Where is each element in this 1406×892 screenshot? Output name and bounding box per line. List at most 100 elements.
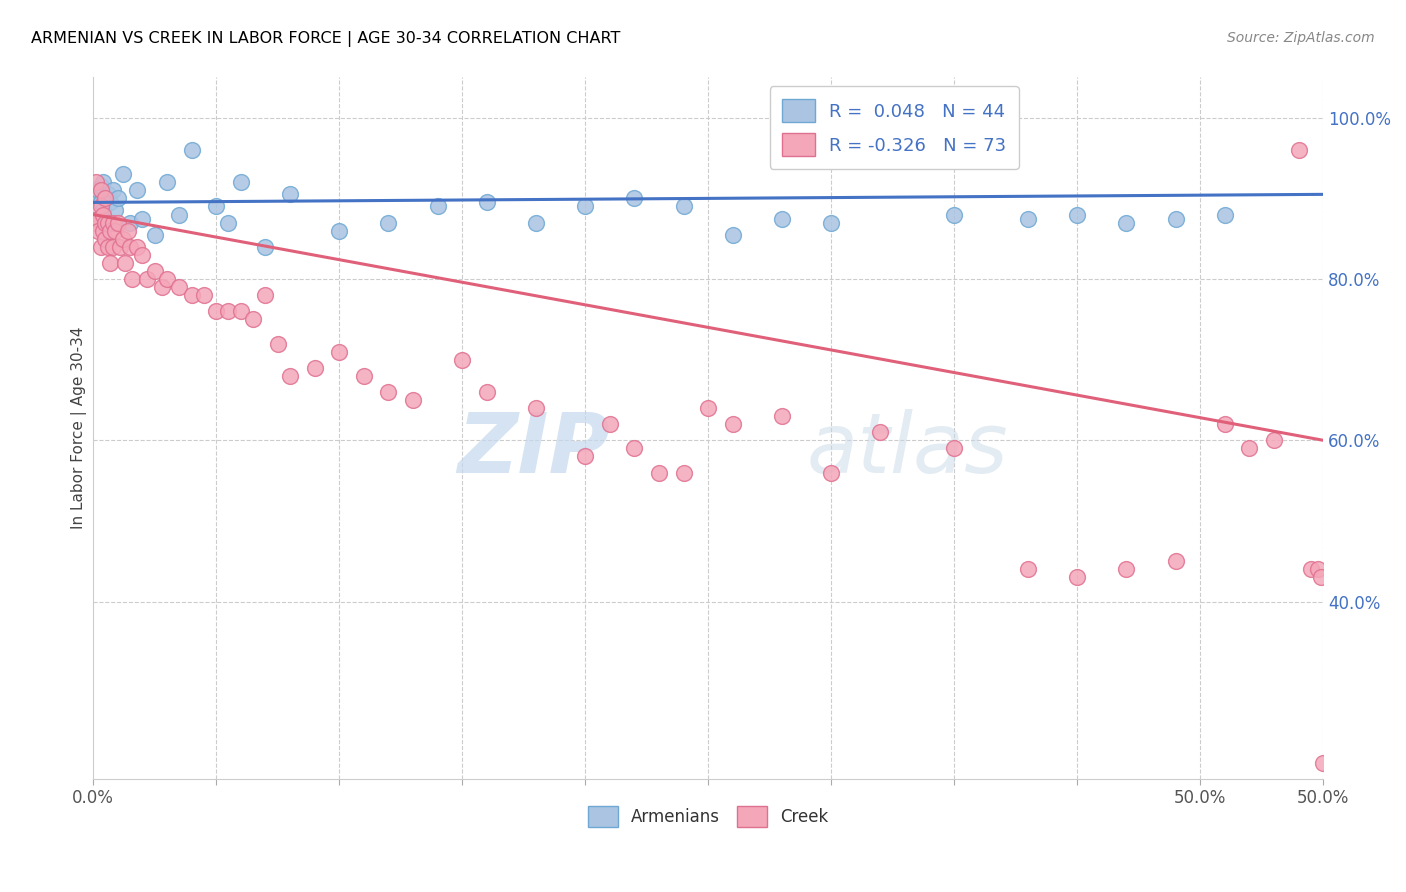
Point [1309, 570, 1331, 584]
Point [1308, 562, 1330, 576]
Point [1213, 417, 1236, 432]
Point [1066, 207, 1088, 221]
Point [118, 216, 141, 230]
Point [118, 240, 141, 254]
Point [943, 207, 966, 221]
Point [574, 199, 596, 213]
Point [101, 240, 124, 254]
Point [150, 280, 173, 294]
Point [770, 211, 793, 226]
Point [672, 466, 695, 480]
Point [180, 288, 202, 302]
Point [131, 248, 153, 262]
Point [278, 187, 301, 202]
Point [111, 232, 134, 246]
Point [1239, 442, 1261, 456]
Point [1017, 211, 1039, 226]
Point [98, 195, 121, 210]
Point [89, 240, 111, 254]
Text: ZIP: ZIP [457, 409, 610, 490]
Point [1164, 211, 1187, 226]
Point [205, 199, 228, 213]
Y-axis label: In Labor Force | Age 30-34: In Labor Force | Age 30-34 [72, 327, 87, 530]
Point [91, 175, 114, 189]
Point [193, 288, 215, 302]
Point [328, 344, 350, 359]
Point [451, 352, 474, 367]
Point [180, 143, 202, 157]
Point [89, 199, 111, 213]
Point [1213, 207, 1236, 221]
Point [623, 191, 645, 205]
Point [205, 304, 228, 318]
Point [91, 224, 114, 238]
Point [217, 216, 239, 230]
Point [943, 442, 966, 456]
Point [91, 203, 114, 218]
Point [156, 272, 179, 286]
Point [101, 216, 124, 230]
Point [1164, 554, 1187, 568]
Point [377, 384, 399, 399]
Point [697, 401, 720, 415]
Point [111, 167, 134, 181]
Point [94, 232, 117, 246]
Point [1115, 216, 1137, 230]
Point [97, 216, 120, 230]
Text: Source: ZipAtlas.com: Source: ZipAtlas.com [1227, 31, 1375, 45]
Point [475, 195, 498, 210]
Point [107, 216, 129, 230]
Point [84, 187, 107, 202]
Point [353, 368, 375, 383]
Point [229, 304, 252, 318]
Point [87, 211, 110, 226]
Point [770, 409, 793, 423]
Point [127, 240, 149, 254]
Text: ARMENIAN VS CREEK IN LABOR FORCE | AGE 30-34 CORRELATION CHART: ARMENIAN VS CREEK IN LABOR FORCE | AGE 3… [31, 31, 620, 47]
Point [94, 191, 117, 205]
Text: atlas: atlas [807, 409, 1008, 490]
Point [820, 216, 842, 230]
Point [167, 207, 190, 221]
Point [1017, 562, 1039, 576]
Point [402, 392, 425, 407]
Point [524, 216, 547, 230]
Point [1066, 570, 1088, 584]
Point [278, 368, 301, 383]
Point [121, 272, 143, 286]
Point [87, 224, 110, 238]
Point [623, 442, 645, 456]
Point [91, 207, 114, 221]
Point [156, 175, 179, 189]
Point [97, 187, 120, 202]
Point [1312, 756, 1334, 770]
Point [98, 224, 121, 238]
Point [574, 450, 596, 464]
Legend: Armenians, Creek: Armenians, Creek [581, 799, 835, 834]
Point [242, 312, 264, 326]
Point [104, 224, 127, 238]
Point [721, 417, 744, 432]
Point [304, 360, 326, 375]
Point [377, 216, 399, 230]
Point [98, 256, 121, 270]
Point [131, 211, 153, 226]
Point [89, 183, 111, 197]
Point [84, 175, 107, 189]
Point [648, 466, 671, 480]
Point [104, 203, 127, 218]
Point [94, 191, 117, 205]
Point [117, 224, 139, 238]
Point [94, 216, 117, 230]
Point [101, 183, 124, 197]
Point [143, 264, 166, 278]
Point [475, 384, 498, 399]
Point [820, 466, 842, 480]
Point [108, 240, 131, 254]
Point [1115, 562, 1137, 576]
Point [721, 227, 744, 242]
Point [254, 288, 277, 302]
Point [599, 417, 621, 432]
Point [107, 191, 129, 205]
Point [127, 183, 149, 197]
